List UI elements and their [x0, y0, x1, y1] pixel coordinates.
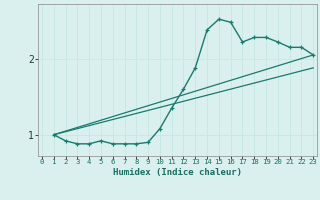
X-axis label: Humidex (Indice chaleur): Humidex (Indice chaleur) — [113, 168, 242, 177]
